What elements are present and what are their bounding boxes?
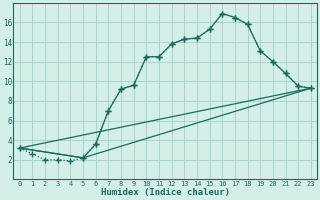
- X-axis label: Humidex (Indice chaleur): Humidex (Indice chaleur): [101, 188, 230, 197]
